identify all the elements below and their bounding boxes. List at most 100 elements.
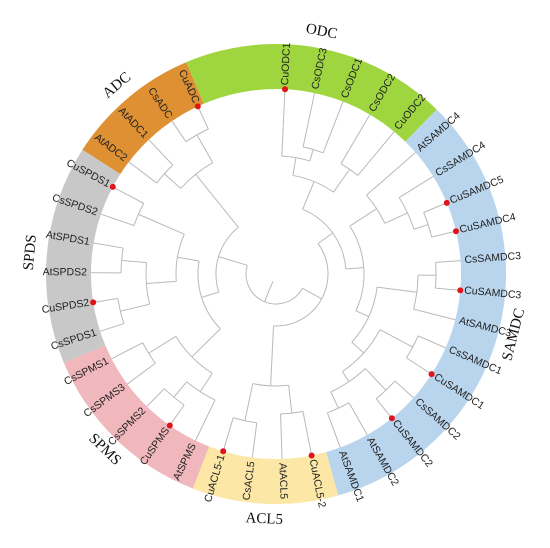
- branch-line: [194, 399, 216, 441]
- branch-line: [126, 362, 156, 385]
- branch-line: [309, 149, 314, 162]
- branch-line: [341, 371, 350, 382]
- branch-line: [222, 417, 234, 452]
- branch-line: [201, 291, 219, 298]
- branch-line: [195, 173, 239, 228]
- branch-line: [148, 335, 177, 354]
- branch-line: [164, 173, 182, 189]
- group-band-samdc: [326, 109, 507, 496]
- branch-line: [375, 398, 393, 419]
- branch-line: [146, 388, 165, 407]
- marker-dot: [457, 287, 464, 294]
- branch-line: [302, 411, 313, 456]
- group-label-adc: ADC: [100, 69, 135, 102]
- leaf-label: CuSAMDC3: [464, 285, 522, 302]
- branch-line: [302, 92, 316, 147]
- leaf-label: CsACL5: [241, 461, 258, 501]
- branch-line: [345, 267, 364, 270]
- branch-line: [364, 368, 387, 391]
- branch-arc: [398, 197, 415, 230]
- branch-line: [196, 134, 214, 163]
- branch-line: [197, 106, 209, 130]
- branch-line: [128, 161, 158, 184]
- root-branch: [263, 281, 274, 302]
- marker-dot: [166, 422, 173, 429]
- branch-line: [99, 323, 125, 332]
- branch-line: [302, 181, 315, 210]
- branch-line: [317, 232, 334, 244]
- branch-line: [413, 224, 429, 230]
- branch-line: [288, 385, 293, 414]
- branch-line: [333, 168, 351, 193]
- branch-line: [292, 157, 297, 176]
- marker-dot: [282, 86, 289, 93]
- branch-line: [120, 303, 150, 312]
- leaf-label: CsSAMDC3: [464, 250, 521, 266]
- group-band-adc: [82, 62, 204, 175]
- branch-line: [349, 208, 377, 227]
- branch-arc: [156, 164, 174, 184]
- branch-line: [146, 280, 177, 285]
- branch-arc: [233, 417, 257, 424]
- branch-arc: [292, 174, 334, 193]
- marker-dot: [452, 228, 459, 235]
- branch-line: [326, 412, 341, 448]
- branch-arc: [133, 203, 145, 226]
- branch-arc: [175, 336, 213, 374]
- branch-line: [177, 256, 200, 262]
- branch-line: [355, 310, 369, 318]
- branch-line: [199, 372, 213, 393]
- branch-line: [406, 357, 432, 375]
- marker-dot: [428, 371, 435, 378]
- group-label-acl5: ACL5: [245, 510, 283, 528]
- branch-arc: [281, 155, 310, 162]
- leaf-label: CuODC1: [279, 42, 293, 85]
- branch-line: [348, 402, 368, 436]
- branch-line: [93, 242, 124, 249]
- branch-arc: [186, 381, 216, 401]
- branch-line: [121, 259, 147, 264]
- marker-dot: [194, 103, 201, 110]
- branch-line: [218, 256, 248, 266]
- branch-arc: [163, 388, 185, 406]
- tree-branches: [91, 89, 461, 459]
- branch-line: [138, 213, 185, 235]
- branch-line: [100, 213, 135, 226]
- branch-line: [270, 325, 275, 386]
- leaf-label: AtSPDS2: [43, 266, 88, 278]
- branch-arc: [351, 287, 378, 343]
- group-band-spds: [45, 149, 121, 363]
- branch-line: [112, 186, 144, 204]
- branch-line: [330, 391, 339, 409]
- branch-line: [191, 328, 221, 358]
- branch-line: [340, 114, 371, 164]
- branch-line: [111, 342, 143, 360]
- marker-dot: [90, 299, 97, 306]
- branch-line: [379, 329, 413, 348]
- branch-arc: [245, 265, 303, 305]
- branch-line: [280, 413, 283, 459]
- marker-dot: [220, 448, 227, 455]
- group-band-acl5: [192, 446, 339, 504]
- branch-line: [173, 381, 188, 398]
- branch-line: [171, 120, 187, 142]
- branch-line: [148, 139, 174, 166]
- branch-line: [423, 202, 447, 213]
- branch-line: [413, 308, 456, 321]
- branch-line: [281, 89, 286, 157]
- branch-line: [351, 341, 365, 354]
- branch-line: [302, 287, 322, 300]
- branch-line: [251, 422, 258, 458]
- branch-line: [357, 131, 395, 176]
- branch-line: [169, 404, 185, 426]
- branch-line: [93, 298, 118, 303]
- marker-dot: [443, 199, 450, 206]
- branch-line: [398, 175, 434, 198]
- group-label-odc: ODC: [305, 21, 339, 43]
- marker-dot: [308, 452, 315, 459]
- branch-line: [431, 230, 457, 238]
- leaf-label: AtACL5: [276, 463, 289, 500]
- group-label-spds: SPDS: [21, 234, 40, 271]
- marker-dot: [109, 183, 116, 190]
